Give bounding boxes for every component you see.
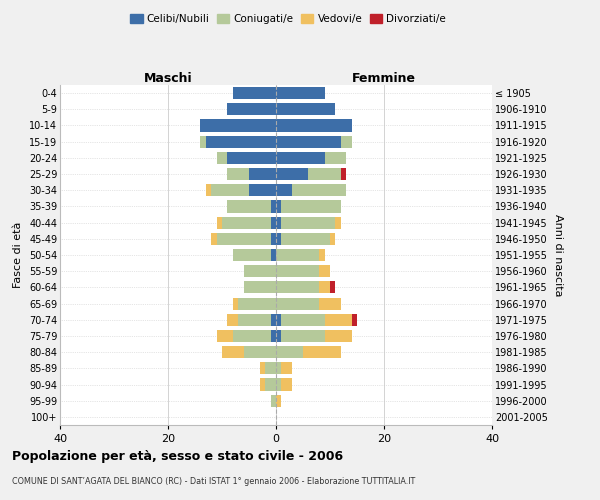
Text: Maschi: Maschi bbox=[143, 72, 193, 85]
Bar bbox=[281, 232, 330, 245]
Bar bbox=[276, 314, 281, 326]
Legend: Celibi/Nubili, Coniugati/e, Vedovi/e, Divorziati/e: Celibi/Nubili, Coniugati/e, Vedovi/e, Di… bbox=[126, 10, 450, 29]
Bar bbox=[276, 216, 281, 228]
Bar bbox=[217, 232, 271, 245]
Bar bbox=[249, 168, 276, 180]
Bar bbox=[303, 346, 341, 358]
Bar bbox=[341, 168, 346, 180]
Bar bbox=[217, 152, 227, 164]
Bar bbox=[352, 314, 357, 326]
Bar bbox=[222, 216, 271, 228]
Bar bbox=[281, 362, 292, 374]
Bar bbox=[292, 184, 346, 196]
Bar bbox=[281, 314, 325, 326]
Bar bbox=[276, 103, 335, 116]
Bar bbox=[265, 362, 276, 374]
Bar bbox=[319, 265, 330, 278]
Bar bbox=[276, 120, 352, 132]
Bar bbox=[325, 152, 346, 164]
Bar bbox=[276, 232, 281, 245]
Bar bbox=[244, 265, 276, 278]
Text: COMUNE DI SANT’AGATA DEL BIANCO (RC) - Dati ISTAT 1° gennaio 2006 - Elaborazione: COMUNE DI SANT’AGATA DEL BIANCO (RC) - D… bbox=[12, 478, 415, 486]
Bar bbox=[238, 314, 271, 326]
Bar bbox=[271, 216, 276, 228]
Bar bbox=[281, 216, 335, 228]
Bar bbox=[276, 394, 281, 407]
Bar bbox=[222, 346, 244, 358]
Bar bbox=[206, 184, 211, 196]
Bar bbox=[233, 298, 238, 310]
Y-axis label: Anni di nascita: Anni di nascita bbox=[553, 214, 563, 296]
Bar bbox=[276, 378, 281, 390]
Bar bbox=[319, 298, 341, 310]
Bar bbox=[281, 330, 325, 342]
Bar bbox=[271, 232, 276, 245]
Bar bbox=[276, 265, 319, 278]
Bar bbox=[211, 184, 249, 196]
Bar bbox=[276, 346, 303, 358]
Bar bbox=[265, 378, 276, 390]
Bar bbox=[200, 136, 206, 147]
Bar bbox=[211, 232, 217, 245]
Bar bbox=[276, 249, 319, 261]
Bar bbox=[271, 200, 276, 212]
Bar bbox=[330, 232, 335, 245]
Bar bbox=[233, 249, 271, 261]
Text: Popolazione per età, sesso e stato civile - 2006: Popolazione per età, sesso e stato civil… bbox=[12, 450, 343, 463]
Bar bbox=[281, 200, 341, 212]
Text: Femmine: Femmine bbox=[352, 72, 416, 85]
Bar bbox=[281, 378, 292, 390]
Bar bbox=[227, 200, 271, 212]
Bar bbox=[276, 282, 319, 294]
Bar bbox=[319, 282, 330, 294]
Bar bbox=[200, 120, 276, 132]
Bar bbox=[217, 216, 222, 228]
Bar bbox=[227, 103, 276, 116]
Bar bbox=[271, 394, 276, 407]
Bar bbox=[276, 298, 319, 310]
Bar bbox=[341, 136, 352, 147]
Bar bbox=[276, 136, 341, 147]
Bar bbox=[308, 168, 341, 180]
Bar bbox=[271, 330, 276, 342]
Bar bbox=[330, 282, 335, 294]
Bar bbox=[227, 168, 249, 180]
Y-axis label: Fasce di età: Fasce di età bbox=[13, 222, 23, 288]
Bar bbox=[271, 314, 276, 326]
Bar bbox=[276, 168, 308, 180]
Bar bbox=[319, 249, 325, 261]
Bar bbox=[227, 152, 276, 164]
Bar bbox=[276, 87, 325, 99]
Bar bbox=[276, 330, 281, 342]
Bar bbox=[233, 87, 276, 99]
Bar bbox=[276, 200, 281, 212]
Bar bbox=[260, 362, 265, 374]
Bar bbox=[325, 314, 352, 326]
Bar bbox=[244, 346, 276, 358]
Bar bbox=[249, 184, 276, 196]
Bar bbox=[271, 249, 276, 261]
Bar bbox=[238, 298, 276, 310]
Bar bbox=[276, 362, 281, 374]
Bar bbox=[260, 378, 265, 390]
Bar bbox=[276, 184, 292, 196]
Bar bbox=[233, 330, 271, 342]
Bar bbox=[206, 136, 276, 147]
Bar bbox=[244, 282, 276, 294]
Bar bbox=[325, 330, 352, 342]
Bar bbox=[227, 314, 238, 326]
Bar bbox=[335, 216, 341, 228]
Bar bbox=[217, 330, 233, 342]
Bar bbox=[276, 152, 325, 164]
